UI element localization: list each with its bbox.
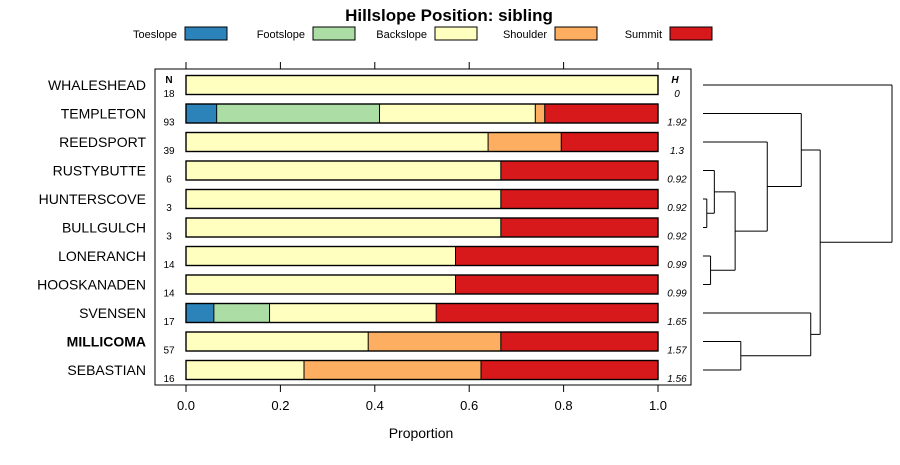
bar-whaleshead-backslope — [186, 75, 658, 95]
x-tick-label: 0.8 — [555, 398, 573, 413]
row-label-sebastian: SEBASTIAN — [67, 362, 146, 378]
row-label-whaleshead: WHALESHEAD — [48, 77, 146, 93]
legend-label-footslope: Footslope — [257, 29, 305, 41]
row-label-hooskanaden: HOOSKANADEN — [37, 277, 146, 293]
h-value-svensen: 1.65 — [667, 317, 687, 328]
row-label-templeton: TEMPLETON — [61, 106, 146, 122]
bar-hunterscove-summit — [500, 189, 658, 209]
row-label-svensen: SVENSEN — [79, 305, 146, 321]
row-label-millicoma: MILLICOMA — [67, 334, 146, 350]
bar-reedsport-backslope — [186, 132, 489, 152]
h-value-millicoma: 1.57 — [667, 346, 687, 357]
bar-reedsport-shoulder — [488, 132, 562, 152]
bar-outline-bullgulch — [185, 217, 659, 238]
row-label-loneranch: LONERANCH — [58, 248, 146, 264]
bar-templeton-toeslope — [186, 104, 217, 123]
n-value-whaleshead: 18 — [163, 89, 175, 100]
row-label-bullgulch: BULLGULCH — [62, 220, 146, 236]
h-value-templeton: 1.92 — [667, 118, 687, 129]
bar-outline-millicoma — [185, 331, 659, 352]
bar-outline-loneranch — [185, 245, 659, 267]
bar-svensen-backslope — [269, 303, 437, 323]
legend: Toeslope Footslope Backslope Shoulder Summit — [133, 26, 713, 41]
bar-millicoma-shoulder — [368, 332, 501, 351]
row-label-rustybutte: RUSTYBUTTE — [53, 163, 146, 179]
plot-frame — [154, 68, 692, 386]
bar-outline-sebastian — [185, 359, 659, 381]
n-value-rustybutte: 6 — [166, 175, 172, 186]
bar-templeton-shoulder — [535, 104, 545, 123]
legend-swatch-backslope — [434, 26, 478, 41]
n-value-svensen: 17 — [163, 317, 175, 328]
legend-swatch-shoulder — [554, 26, 598, 41]
bar-millicoma-backslope — [186, 332, 369, 351]
x-tick-label: 0.6 — [460, 398, 478, 413]
n-value-millicoma: 57 — [163, 346, 175, 357]
bar-hooskanaden-backslope — [186, 275, 456, 294]
x-tick-label: 1.0 — [649, 398, 667, 413]
bar-outline-svensen — [185, 302, 659, 324]
x-tick-label: 0.2 — [271, 398, 289, 413]
bar-rustybutte-summit — [500, 161, 658, 180]
n-value-templeton: 93 — [163, 118, 175, 129]
bar-hooskanaden-summit — [455, 275, 658, 294]
bar-svensen-toeslope — [186, 303, 214, 323]
h-value-loneranch: 0.99 — [667, 260, 687, 271]
bar-outline-hunterscove — [185, 188, 659, 210]
bar-rows: WHALESHEAD 18 0 TEMPLETON 93 1.92 REEDSPORT 39 1… — [37, 74, 687, 385]
legend-swatch-summit — [669, 26, 713, 41]
h-header: H — [671, 75, 679, 86]
bar-svensen-summit — [436, 303, 658, 323]
h-value-rustybutte: 0.92 — [667, 175, 687, 186]
n-value-reedsport: 39 — [163, 146, 175, 157]
legend-label-summit: Summit — [625, 29, 662, 41]
bar-templeton-footslope — [216, 104, 380, 123]
row-label-reedsport: REEDSPORT — [59, 134, 146, 150]
x-axis: 0.0 0.2 0.4 0.6 0.8 1.0 — [177, 62, 667, 413]
bar-loneranch-summit — [455, 246, 658, 266]
h-value-whaleshead: 0 — [674, 89, 680, 100]
legend-swatch-toeslope — [184, 26, 228, 41]
row-label-hunterscove: HUNTERSCOVE — [39, 191, 146, 207]
h-value-hunterscove: 0.92 — [667, 203, 687, 214]
legend-label-shoulder: Shoulder — [503, 29, 547, 41]
x-axis-label: Proportion — [389, 425, 454, 441]
bar-hunterscove-backslope — [186, 189, 501, 209]
h-value-bullgulch: 0.92 — [667, 232, 687, 243]
bar-sebastian-backslope — [186, 360, 304, 380]
bar-bullgulch-summit — [500, 218, 658, 237]
bar-svensen-footslope — [213, 303, 270, 323]
h-value-sebastian: 1.56 — [667, 374, 687, 385]
legend-swatch-footslope — [312, 26, 356, 41]
bar-outline-whaleshead — [185, 74, 659, 96]
bar-sebastian-shoulder — [304, 360, 481, 380]
legend-label-toeslope: Toeslope — [133, 29, 177, 41]
x-tick-label: 0.4 — [366, 398, 384, 413]
legend-label-backslope: Backslope — [376, 29, 427, 41]
n-value-bullgulch: 3 — [166, 232, 172, 243]
n-value-hooskanaden: 14 — [163, 289, 175, 300]
bar-outline-templeton — [185, 103, 659, 124]
x-tick-label: 0.0 — [177, 398, 195, 413]
n-value-hunterscove: 3 — [166, 203, 172, 214]
n-value-sebastian: 16 — [163, 374, 175, 385]
h-value-hooskanaden: 0.99 — [667, 289, 687, 300]
n-header: N — [165, 75, 172, 86]
bar-sebastian-summit — [481, 360, 658, 380]
dendrogram — [703, 84, 893, 371]
bar-templeton-summit — [544, 104, 658, 123]
bar-millicoma-summit — [500, 332, 658, 351]
bar-outline-reedsport — [185, 131, 659, 153]
bar-outline-rustybutte — [185, 160, 659, 181]
bar-rustybutte-backslope — [186, 161, 501, 180]
bar-bullgulch-backslope — [186, 218, 501, 237]
bar-templeton-backslope — [379, 104, 536, 123]
bar-outline-hooskanaden — [185, 274, 659, 295]
chart-title: Hillslope Position: sibling — [345, 6, 553, 25]
h-value-reedsport: 1.3 — [670, 146, 684, 157]
bar-reedsport-summit — [561, 132, 658, 152]
n-value-loneranch: 14 — [163, 260, 175, 271]
bar-loneranch-backslope — [186, 246, 456, 266]
